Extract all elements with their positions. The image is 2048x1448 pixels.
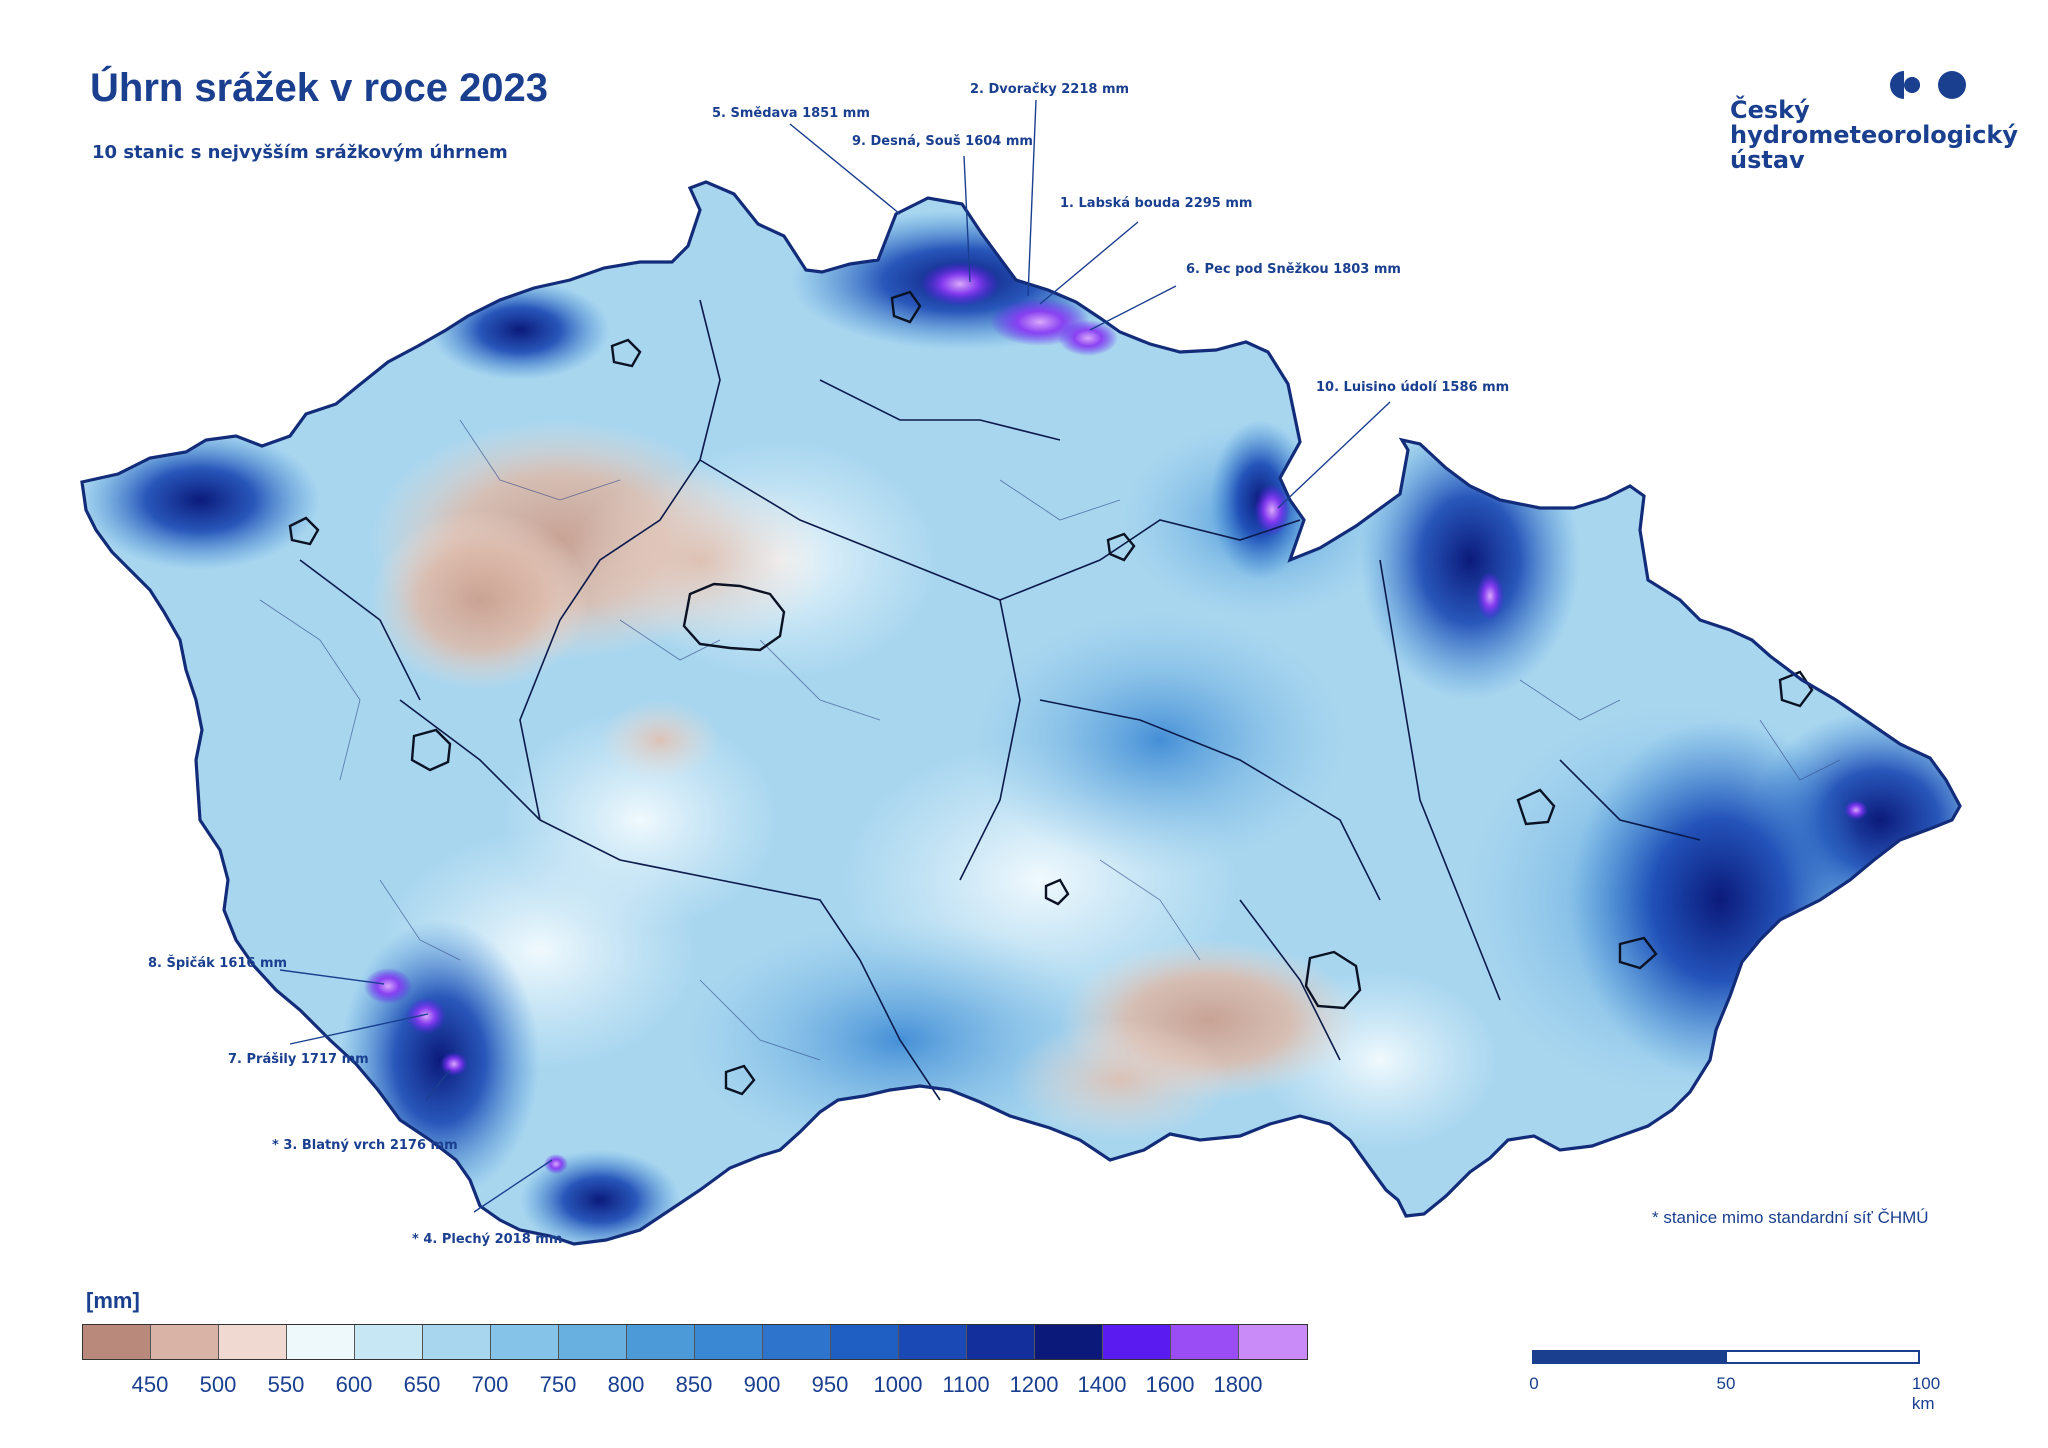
legend-color-bar bbox=[82, 1324, 1308, 1360]
station-label-5: 5. Smědava 1851 mm bbox=[712, 106, 870, 121]
legend-tick-800: 800 bbox=[607, 1372, 645, 1397]
legend-swatch-5 bbox=[423, 1325, 491, 1359]
legend-swatch-13 bbox=[967, 1325, 1035, 1359]
map-title: Úhrn srážek v roce 2023 bbox=[90, 66, 549, 110]
map-subtitle: 10 stanic s nejvyšším srážkovým úhrnem bbox=[92, 142, 508, 163]
legend-tick-900: 900 bbox=[743, 1372, 781, 1397]
scale-segment-light bbox=[1725, 1350, 1920, 1364]
chmu-logo: Český hydrometeorologický ústav bbox=[1730, 70, 2018, 180]
legend-swatch-1 bbox=[151, 1325, 219, 1359]
region-boundaries bbox=[299, 299, 1701, 1101]
station-label-8: 8. Špičák 1616 mm bbox=[148, 956, 288, 971]
station-label-6: 6. Pec pod Sněžkou 1803 mm bbox=[1186, 262, 1401, 277]
scale-label-100: 100 km bbox=[1911, 1374, 1941, 1413]
legend-tick-1600: 1600 bbox=[1145, 1372, 1195, 1397]
legend-tick-1000: 1000 bbox=[873, 1372, 923, 1397]
legend-swatch-7 bbox=[559, 1325, 627, 1359]
scale-label-0: 0 bbox=[1529, 1374, 1539, 1393]
legend-swatch-15 bbox=[1103, 1325, 1171, 1359]
legend-tick-950: 950 bbox=[811, 1372, 849, 1397]
footnote: * stanice mimo standardní síť ČHMÚ bbox=[1652, 1208, 1929, 1227]
legend-swatch-12 bbox=[899, 1325, 967, 1359]
legend-tick-700: 700 bbox=[471, 1372, 509, 1397]
legend-swatch-4 bbox=[355, 1325, 423, 1359]
legend-unit: [mm] bbox=[86, 1288, 140, 1313]
logo-text: Český hydrometeorologický ústav bbox=[1730, 98, 2018, 173]
station-label-10: 10. Luisino údolí 1586 mm bbox=[1316, 380, 1510, 395]
legend-swatch-10 bbox=[763, 1325, 831, 1359]
legend-swatch-16 bbox=[1171, 1325, 1239, 1359]
station-label-9: 9. Desná, Souš 1604 mm bbox=[852, 134, 1033, 149]
legend-tick-1200: 1200 bbox=[1009, 1372, 1059, 1397]
legend-tick-1400: 1400 bbox=[1077, 1372, 1127, 1397]
legend-swatch-8 bbox=[627, 1325, 695, 1359]
legend-swatch-6 bbox=[491, 1325, 559, 1359]
legend-tick-1100: 1100 bbox=[942, 1372, 990, 1397]
legend-swatch-3 bbox=[287, 1325, 355, 1359]
legend-tick-750: 750 bbox=[539, 1372, 577, 1397]
city-outlines bbox=[288, 290, 1814, 1096]
legend-tick-500: 500 bbox=[199, 1372, 237, 1397]
station-label-4: * 4. Plechý 2018 mm bbox=[412, 1232, 563, 1247]
station-label-2: 2. Dvoračky 2218 mm bbox=[970, 82, 1130, 97]
legend-swatch-11 bbox=[831, 1325, 899, 1359]
station-leader-lines bbox=[279, 99, 1391, 1213]
station-label-7: 7. Prášily 1717 mm bbox=[228, 1052, 369, 1067]
legend-swatch-0 bbox=[83, 1325, 151, 1359]
legend-tick-600: 600 bbox=[335, 1372, 373, 1397]
station-label-1: 1. Labská bouda 2295 mm bbox=[1060, 196, 1253, 211]
scale-label-50: 50 bbox=[1716, 1374, 1736, 1393]
legend-tick-650: 650 bbox=[403, 1372, 441, 1397]
logo-line-1: Český bbox=[1730, 96, 1810, 124]
logo-line-2: hydrometeorologický bbox=[1730, 121, 2019, 149]
legend-tick-1800: 1800 bbox=[1213, 1372, 1263, 1397]
legend-tick-850: 850 bbox=[675, 1372, 713, 1397]
legend-tick-550: 550 bbox=[267, 1372, 305, 1397]
logo-line-3: ústav bbox=[1730, 146, 1805, 174]
legend-swatch-9 bbox=[695, 1325, 763, 1359]
scale-segment-dark bbox=[1532, 1350, 1727, 1364]
legend-swatch-17 bbox=[1239, 1325, 1307, 1359]
logo-dots-icon bbox=[1890, 70, 1970, 105]
legend-swatch-14 bbox=[1035, 1325, 1103, 1359]
legend-tick-450: 450 bbox=[131, 1372, 169, 1397]
legend-swatch-2 bbox=[219, 1325, 287, 1359]
district-lines bbox=[259, 419, 1841, 1061]
station-label-3: * 3. Blatný vrch 2176 mm bbox=[272, 1138, 458, 1153]
